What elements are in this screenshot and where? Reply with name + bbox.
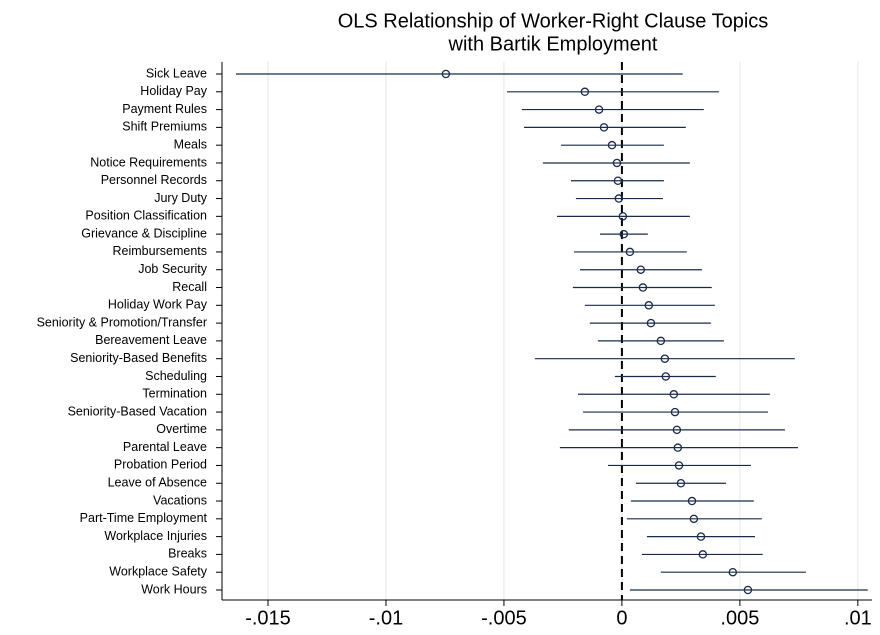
category-label: Notice Requirements [90,155,207,169]
point-estimate [644,301,654,310]
point-estimate [607,140,617,150]
chart-title: OLS Relationship of Worker-Right Clause … [338,10,769,32]
category-label: Leave of Absence [108,476,207,490]
category-label: Parental Leave [123,440,207,454]
x-tick-label: .01 [844,607,872,629]
category-label: Position Classification [85,209,207,223]
point-estimate [646,318,656,328]
point-estimate [619,229,629,239]
point-estimate [689,514,699,524]
x-tick-label: -.01 [369,607,403,629]
point-estimate [660,354,670,363]
category-label: Personnel Records [101,173,207,187]
x-tick-label: .005 [720,607,759,629]
point-estimate [669,390,679,399]
point-estimate [670,407,680,417]
category-label: Sick Leave [146,66,207,80]
category-label: Holiday Work Pay [108,298,208,312]
point-estimate [696,532,706,541]
category-label: Breaks [168,547,207,561]
category-label: Bereavement Leave [95,333,207,347]
category-label: Recall [172,280,207,294]
point-estimate [625,247,635,257]
category-label: Payment Rules [122,102,207,116]
category-label: Workplace Injuries [104,529,207,543]
point-estimate [599,123,609,132]
point-estimate [580,87,590,97]
x-tick-label: -.015 [245,607,291,629]
category-label: Jury Duty [154,191,208,205]
category-label: Shift Premiums [122,120,207,134]
point-estimate [661,372,671,381]
point-estimate [743,585,753,595]
point-estimate [672,425,682,435]
point-estimate [638,283,648,292]
category-label: Part-Time Employment [80,511,208,525]
category-label: Reimbursements [113,244,207,258]
point-estimate [687,496,697,506]
category-label: Holiday Pay [140,84,207,98]
point-estimate [676,478,686,488]
category-label: Vacations [153,493,207,507]
point-estimate [612,158,622,168]
category-label: Work Hours [141,582,207,596]
x-tick-label: 0 [616,607,627,629]
point-estimate [613,176,623,186]
category-label: Workplace Safety [109,565,207,579]
category-label: Seniority-Based Benefits [70,351,207,365]
point-estimate [728,567,738,577]
point-estimate [618,212,628,221]
category-label: Seniority & Promotion/Transfer [37,315,207,329]
category-label: Seniority-Based Vacation [68,404,207,418]
category-label: Grievance & Discipline [81,226,207,240]
point-estimate [698,550,708,559]
x-tick-label: -.005 [481,607,527,629]
point-estimate [656,336,666,346]
point-estimate [594,105,604,114]
point-estimate [614,194,624,203]
point-estimate [673,443,683,452]
point-estimate [636,265,646,274]
category-label: Meals [174,137,207,151]
category-label: Overtime [156,422,207,436]
category-label: Job Security [138,262,208,276]
category-label: Probation Period [114,458,207,472]
point-estimate [674,461,684,470]
chart-subtitle: with Bartik Employment [448,33,658,55]
point-estimate [441,69,451,79]
category-label: Termination [142,387,207,401]
category-label: Scheduling [145,369,207,383]
